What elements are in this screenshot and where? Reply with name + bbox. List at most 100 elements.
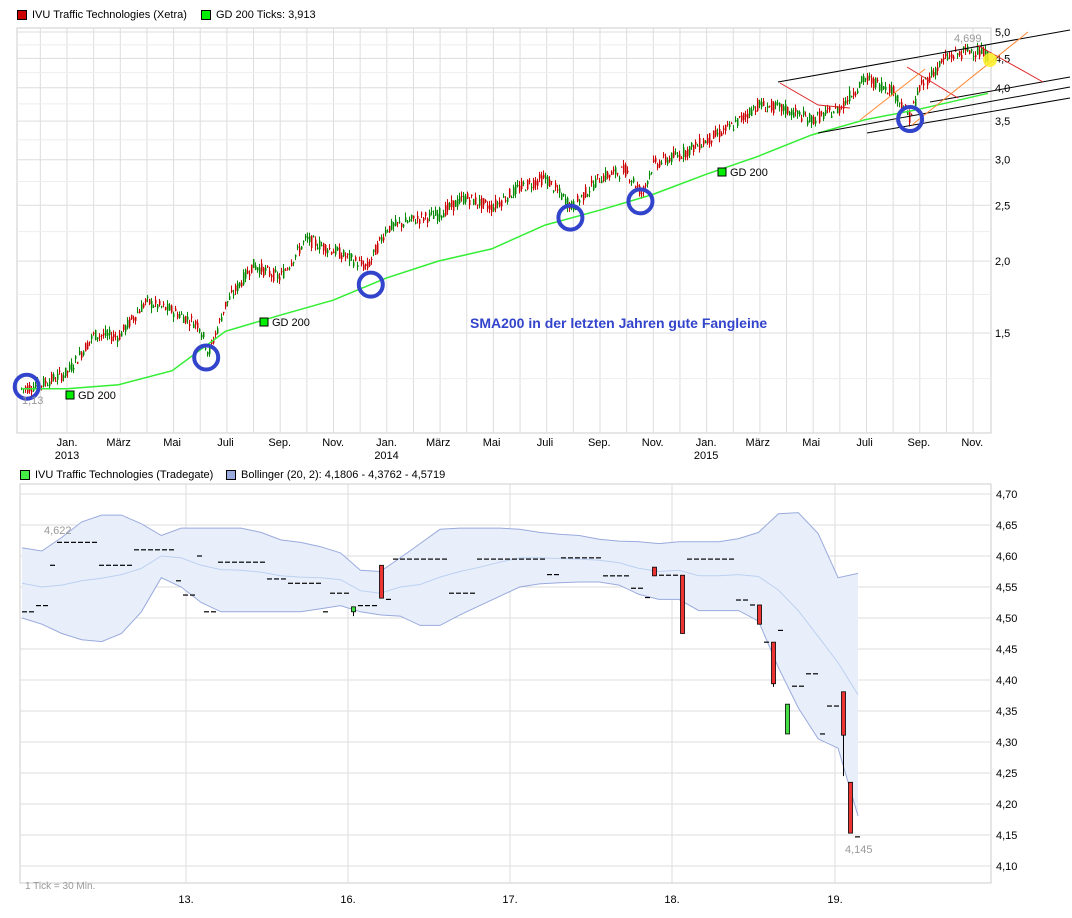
y-tick-label: 4,25 — [996, 768, 1017, 780]
price-candle — [162, 303, 165, 305]
price-candle — [816, 112, 819, 114]
price-candle — [694, 141, 697, 145]
price-candle — [92, 332, 95, 334]
y-tick-label: 4,60 — [996, 551, 1017, 563]
price-candle — [808, 113, 811, 123]
price-candle — [580, 195, 583, 197]
price-candle — [450, 200, 453, 208]
price-candle — [396, 222, 399, 224]
price-candle — [428, 212, 431, 217]
price-candle — [440, 215, 443, 218]
price-candle — [664, 156, 667, 163]
price-candle — [710, 140, 713, 143]
price-candle — [146, 296, 149, 298]
price-candle — [818, 111, 821, 123]
legend-label: IVU Traffic Technologies (Xetra) — [32, 9, 187, 21]
price-candle — [912, 101, 915, 103]
top-plot-area — [16, 27, 992, 434]
price-candle — [488, 204, 491, 210]
price-candle — [850, 96, 853, 98]
price-candle — [258, 267, 261, 275]
price-candle — [592, 184, 595, 191]
price-candle — [316, 247, 319, 250]
legend-swatch-green — [20, 470, 30, 480]
price-candle — [464, 196, 467, 202]
price-candle — [192, 324, 195, 328]
x-tick-label: Juli — [217, 437, 234, 449]
price-candle — [112, 334, 115, 338]
price-candle — [414, 222, 417, 224]
bottom-chart-marks — [21, 512, 860, 838]
price-candle — [256, 267, 259, 271]
price-candle — [252, 259, 255, 268]
price-candle — [680, 157, 683, 159]
legend-label: GD 200 Ticks: 3,913 — [216, 9, 316, 21]
x-tick-label: Juli — [856, 437, 873, 449]
price-candle — [828, 107, 831, 111]
price-candle — [352, 262, 355, 267]
y-tick-label: 4,15 — [996, 830, 1017, 842]
price-candle — [578, 200, 581, 203]
price-candle — [136, 311, 139, 313]
price-candle — [282, 268, 285, 279]
price-candle — [788, 111, 791, 116]
x-tick-label: Sep. — [908, 437, 931, 449]
price-candle — [858, 81, 861, 88]
price-candle — [360, 260, 363, 265]
price-candle — [406, 221, 409, 223]
price-candle — [824, 109, 827, 115]
price-candle — [306, 236, 309, 240]
price-candle — [757, 604, 762, 625]
price-candle — [652, 159, 655, 162]
price-candle — [888, 85, 891, 93]
price-candle — [566, 198, 569, 209]
price-candle — [864, 78, 867, 80]
x-tick-label: Jan. — [696, 437, 717, 449]
price-candle — [202, 332, 205, 338]
price-candle — [870, 77, 873, 84]
x-tick-label: 18. — [664, 894, 679, 906]
price-candle — [554, 183, 557, 188]
price-candle — [296, 246, 299, 248]
price-candle — [978, 50, 981, 57]
price-candle — [602, 175, 605, 182]
price-candle — [498, 201, 501, 207]
price-candle — [456, 199, 459, 207]
price-candle — [860, 76, 863, 83]
price-candle — [598, 181, 601, 183]
gd200-label: GD 200 — [730, 167, 768, 179]
high-label: 4,699 — [954, 33, 982, 45]
y-tick-label: 4,35 — [996, 706, 1017, 718]
price-candle — [802, 110, 805, 116]
price-candle — [482, 198, 485, 205]
price-candle — [692, 145, 695, 153]
price-candle — [208, 348, 211, 355]
price-candle — [636, 184, 639, 187]
price-candle — [760, 101, 763, 108]
price-candle — [716, 133, 719, 135]
price-candle — [344, 256, 347, 258]
price-candle — [644, 184, 647, 186]
price-candle — [324, 244, 327, 254]
channel-line — [817, 86, 1071, 134]
price-candle — [982, 48, 985, 57]
price-candle — [342, 250, 345, 257]
price-candle — [268, 270, 271, 276]
price-candle — [616, 173, 619, 175]
price-candle — [584, 187, 587, 198]
price-candle — [348, 253, 351, 262]
price-candle — [134, 317, 137, 321]
price-candle — [682, 147, 685, 158]
support-circle — [896, 105, 925, 134]
price-candle — [876, 79, 879, 81]
price-candle — [846, 100, 849, 102]
price-candle — [340, 255, 343, 260]
x-tick-label: Nov. — [322, 437, 344, 449]
legend-swatch-green — [201, 10, 211, 20]
price-candle — [738, 116, 741, 118]
price-candle — [378, 237, 381, 240]
price-candle — [874, 77, 877, 88]
x-tick-label: 13. — [178, 894, 193, 906]
support-circle — [192, 343, 221, 372]
price-candle — [474, 197, 477, 205]
